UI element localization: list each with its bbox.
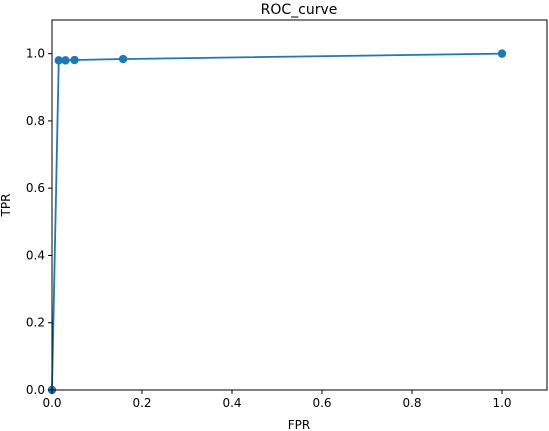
- roc-point: [497, 49, 507, 58]
- plot-area: [47, 49, 507, 395]
- roc-point: [54, 56, 63, 65]
- roc-point: [61, 56, 70, 65]
- axes-frame: [51, 19, 548, 391]
- x-tick-label: 0.4: [222, 396, 241, 410]
- roc-point: [70, 55, 79, 65]
- x-tick-label: 1.0: [492, 396, 511, 410]
- y-tick-label: 1.0: [26, 47, 45, 61]
- y-axis-ticks: 0.0 0.2 0.4 0.6 0.8 1.0: [26, 47, 52, 397]
- roc-point: [118, 54, 128, 64]
- x-tick-label: 0.2: [132, 396, 151, 410]
- x-axis-label: FPR: [288, 418, 310, 431]
- y-tick-label: 0.6: [26, 181, 45, 195]
- y-tick-label: 0.4: [26, 248, 45, 262]
- x-axis-ticks: 0.0 0.2 0.4 0.6 0.8 1.0: [42, 390, 512, 410]
- x-tick-label: 0.6: [312, 396, 331, 410]
- roc-curve-line: [51, 52, 503, 391]
- y-tick-label: 0.0: [26, 383, 45, 397]
- y-axis-label: TPR: [0, 194, 13, 218]
- y-tick-label: 0.8: [26, 114, 45, 128]
- x-tick-label: 0.8: [402, 396, 421, 410]
- x-tick-label: 0.0: [42, 396, 61, 410]
- chart-title: ROC_curve: [261, 2, 338, 18]
- y-tick-label: 0.2: [26, 316, 45, 330]
